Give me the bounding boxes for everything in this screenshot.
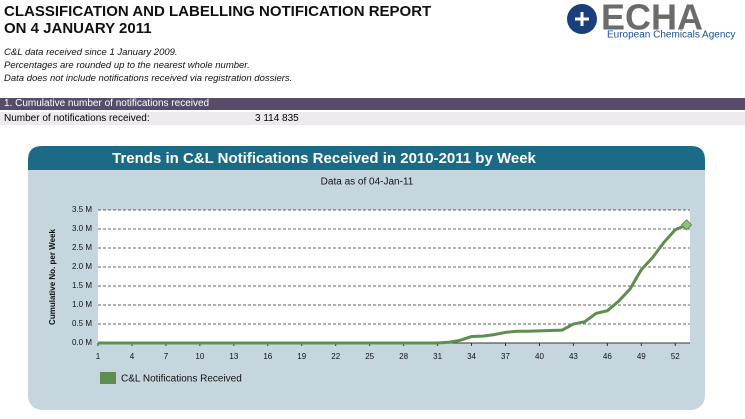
logo-subtitle: European Chemicals Agency: [607, 30, 735, 41]
x-tick-label: 37: [501, 352, 510, 361]
row-bg: [0, 112, 745, 125]
chart-header: [28, 146, 705, 170]
line: [98, 223, 688, 345]
x-tick-label: 19: [297, 352, 306, 361]
y-axis-label: Cumulative No. per Week: [48, 229, 57, 325]
note: Data does not include notifications rece…: [4, 73, 293, 84]
x-tick-label: 16: [263, 352, 272, 361]
row-label: Number of notifications received:: [4, 113, 150, 124]
x-tick-label: 31: [433, 352, 442, 361]
x-tick-label: 28: [399, 352, 408, 361]
y-tick-label: 3.0 M: [72, 224, 92, 233]
y-tick-label: 1.0 M: [72, 300, 92, 309]
row-value: 3 114 835: [255, 113, 299, 124]
y-tick-label: 0.0 M: [72, 338, 92, 347]
y-tick-label: 1.5 M: [72, 281, 92, 290]
logo-text: ECHA: [601, 2, 703, 38]
title: CLASSIFICATION AND LABELLING NOTIFICATIO…: [4, 3, 432, 20]
x-tick-label: 34: [467, 352, 476, 361]
x-tick-label: 43: [569, 352, 578, 361]
note: C&L data received since 1 January 2009.: [4, 47, 178, 58]
plot-area: [98, 210, 690, 343]
x-tick-label: 7: [164, 352, 169, 361]
y-tick-label: 3.5 M: [72, 205, 92, 214]
x-tick-label: 10: [195, 352, 204, 361]
end-marker: [680, 219, 693, 231]
logo: ECHA European Chemicals Agency: [567, 2, 735, 41]
legend-label: C&L Notifications Received: [121, 374, 242, 385]
note: Percentages are rounded up to the neares…: [4, 60, 250, 71]
legend-swatch: [100, 372, 116, 384]
y-tick-label: 2.5 M: [72, 243, 92, 252]
y-tick-label: 0.5 M: [72, 319, 92, 328]
x-tick-label: 49: [637, 352, 646, 361]
x-tick-label: 1: [96, 352, 101, 361]
chart-subtitle: Data as of 04-Jan-11: [321, 177, 414, 188]
x-tick-label: 40: [535, 352, 544, 361]
x-tick-label: 13: [229, 352, 238, 361]
title: ON 4 JANUARY 2011: [4, 20, 152, 37]
section-header: 1. Cumulative number of notifications re…: [0, 98, 745, 110]
x-tick-label: 52: [671, 352, 680, 361]
logo-icon: [575, 12, 589, 26]
x-tick-label: 4: [130, 352, 135, 361]
x-tick-label: 22: [331, 352, 340, 361]
chart-title: Trends in C&L Notifications Received in …: [112, 150, 536, 167]
y-tick-label: 2.0 M: [72, 262, 92, 271]
x-tick-label: 46: [603, 352, 612, 361]
x-tick-label: 25: [365, 352, 374, 361]
